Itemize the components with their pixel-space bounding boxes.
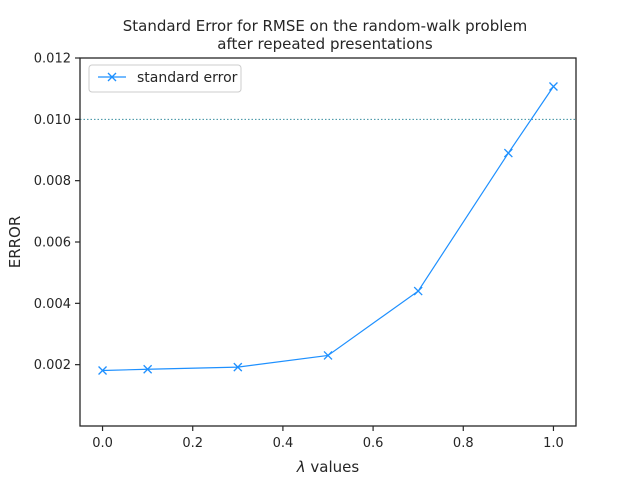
legend-marker (107, 72, 117, 82)
x-tick-label: 1.0 (543, 436, 564, 451)
chart-title-line2: after repeated presentations (217, 35, 433, 53)
marker-stroke (413, 286, 423, 296)
legend: standard error (88, 64, 242, 93)
data-point-marker (233, 362, 243, 372)
data-point-marker (143, 364, 153, 374)
y-tick-label: 0.012 (34, 52, 71, 67)
marker-stroke (143, 364, 153, 374)
plot-frame (79, 57, 577, 427)
y-tick-label: 0.006 (34, 236, 71, 251)
x-tick-label: 0.8 (453, 436, 474, 451)
y-axis-label: ERROR (6, 216, 24, 269)
y-tick-label: 0.002 (34, 358, 71, 373)
data-point-marker (413, 286, 423, 296)
marker-stroke (323, 351, 333, 360)
marker-stroke (503, 148, 513, 158)
x-axis-label: λ values (296, 458, 360, 476)
x-tick-label: 0.6 (363, 436, 384, 451)
y-tick-label: 0.008 (34, 174, 71, 189)
x-axis-label-symbol: λ (296, 458, 306, 476)
data-point-marker (323, 351, 333, 360)
legend-box (88, 64, 242, 93)
data-point-marker (503, 148, 513, 158)
legend-label: standard error (137, 70, 238, 86)
data-point-marker (548, 82, 558, 91)
data-point-marker (98, 366, 108, 375)
series-line (102, 86, 554, 372)
x-axis-label-rest: values (306, 458, 360, 476)
x-tick-label: 0.4 (273, 436, 294, 451)
marker-stroke (548, 82, 558, 91)
chart-title-line1: Standard Error for RMSE on the random-wa… (123, 17, 527, 35)
x-tick-label: 0.0 (92, 436, 113, 451)
marker-stroke (98, 366, 108, 375)
y-tick-label: 0.004 (34, 297, 71, 312)
marker-stroke (233, 362, 243, 372)
x-tick-label: 0.2 (182, 436, 203, 451)
y-tick-label: 0.010 (34, 113, 71, 128)
